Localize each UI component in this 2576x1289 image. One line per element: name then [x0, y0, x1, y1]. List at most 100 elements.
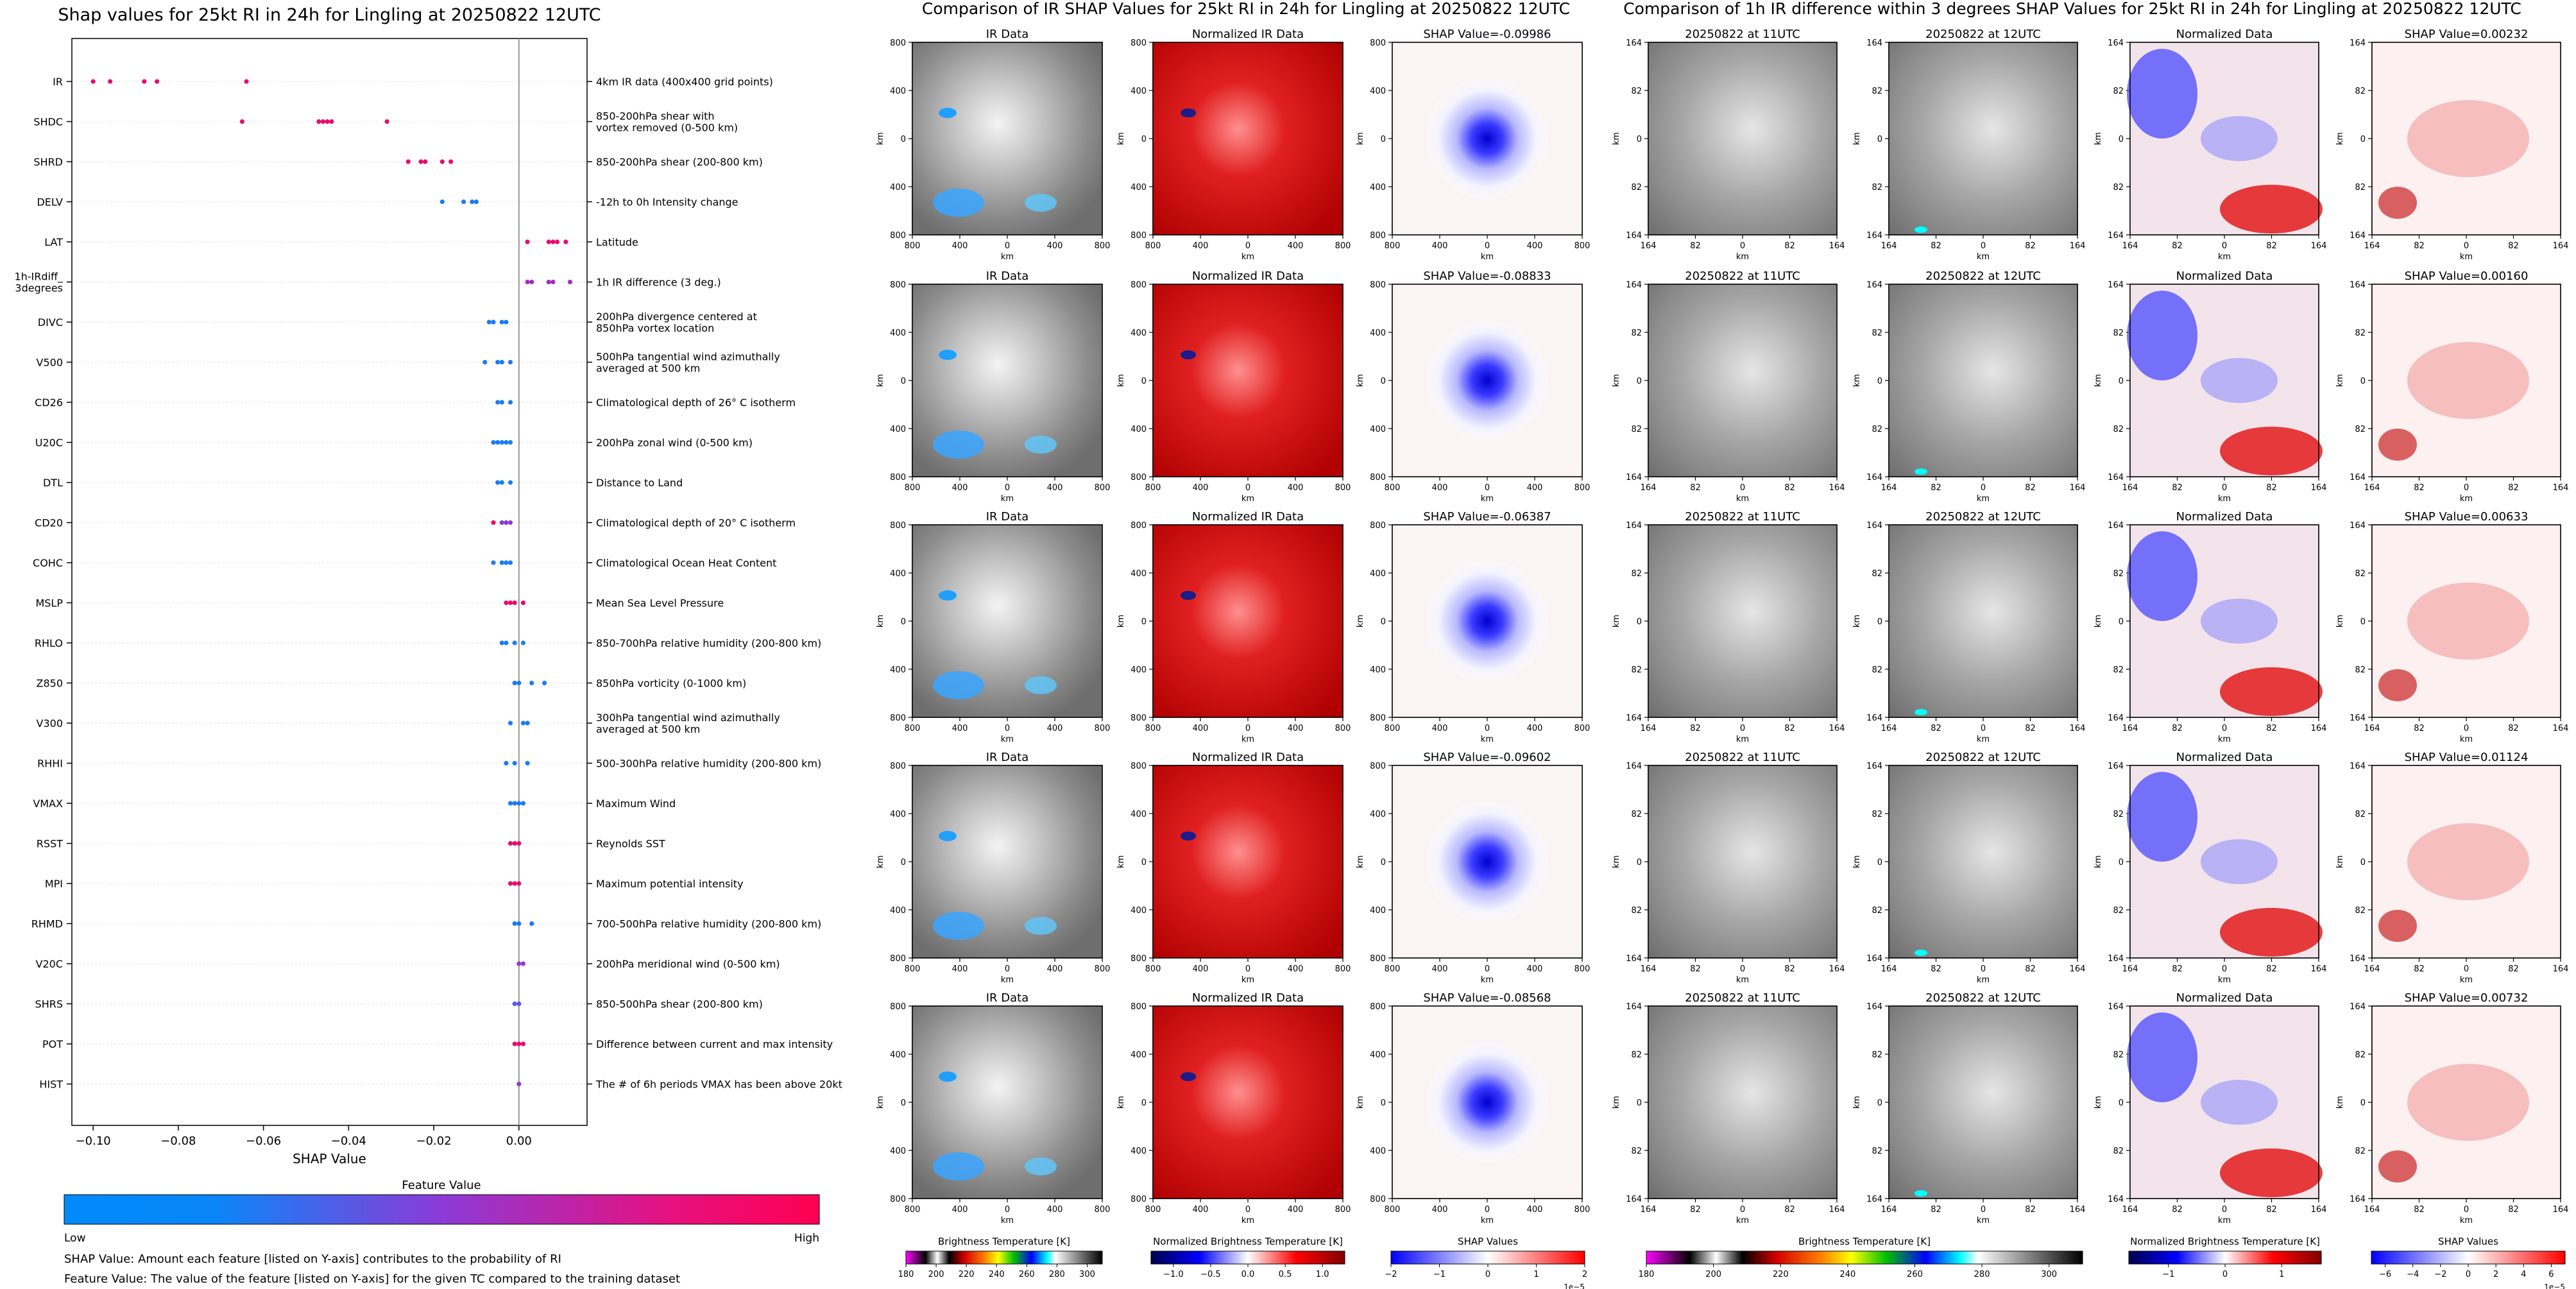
panel-title: 20250822 at 12UTC	[1925, 269, 2041, 283]
normalized-ir-image	[1153, 525, 1343, 717]
x-tick-label: 82	[1784, 724, 1795, 733]
data-point	[508, 600, 513, 606]
y-tick-label: 0	[1381, 135, 1386, 144]
x-tick-label: 0	[2222, 483, 2227, 493]
data-point	[495, 480, 500, 485]
x-tick-label: 0.00	[506, 1134, 532, 1148]
y-tick-label: 400	[890, 425, 906, 434]
normalized-cold-area	[2201, 1080, 2278, 1125]
colorbar-tick-label: 300	[1079, 1270, 1095, 1279]
x-tick-label: 800	[1145, 241, 1161, 251]
note-feature-value: Feature Value: The value of the feature …	[64, 1272, 680, 1286]
y-tick-label: 164	[1866, 38, 1882, 48]
axes-frame	[1392, 42, 1583, 235]
x-tick-label: 82	[1690, 241, 1701, 251]
x-axis-label: km	[2218, 975, 2231, 985]
ir-cold-cloud	[933, 431, 984, 459]
x-tick-label: 400	[1527, 724, 1543, 733]
cold-pixel-spot	[1915, 226, 1927, 233]
x-tick-label: 0	[1245, 964, 1250, 974]
x-tick-label: 400	[1432, 964, 1448, 974]
x-tick-label: 0	[1005, 964, 1010, 974]
data-point	[550, 239, 556, 244]
x-tick-label: −0.04	[331, 1134, 366, 1148]
y-tick-label: 0	[2360, 135, 2366, 144]
x-tick-label: 82	[2025, 964, 2036, 974]
x-tick-label: 82	[2414, 964, 2425, 974]
data-point	[499, 440, 504, 445]
y-tick-label: 400	[1130, 183, 1147, 192]
panel-title: SHAP Value=-0.06387	[1423, 510, 1551, 524]
data-point	[512, 921, 517, 926]
y-tick-label: 800	[1370, 473, 1386, 482]
feature-description: 500hPa tangential wind azimuthally averag…	[596, 350, 780, 374]
x-tick-label: 400	[1527, 483, 1543, 493]
y-tick-label: 82	[2113, 329, 2124, 338]
panel-title: Normalized IR Data	[1192, 751, 1304, 764]
colorbar-tick-label: −1.0	[1163, 1270, 1184, 1279]
x-tick-label: 0	[1485, 483, 1490, 493]
data-point	[384, 119, 389, 124]
axes-frame	[1152, 42, 1343, 235]
axes-frame	[1648, 42, 1838, 235]
y-tick-label: 800	[1130, 1002, 1147, 1012]
data-point	[499, 560, 504, 565]
x-tick-label: 400	[1047, 724, 1063, 733]
y-axis-label: km	[1612, 615, 1621, 627]
x-tick-label: 0	[2222, 1205, 2227, 1215]
y-tick-label: 800	[1130, 521, 1147, 531]
y-tick-label: 82	[2355, 183, 2366, 192]
data-point	[546, 279, 551, 285]
x-tick-label: 82	[1690, 964, 1701, 974]
ir-cold-cloud	[939, 1071, 957, 1082]
x-tick-label: −0.08	[160, 1134, 196, 1148]
x-axis-label: km	[2460, 252, 2473, 262]
panel-title: Normalized IR Data	[1192, 510, 1304, 524]
y-tick-label: 400	[890, 569, 906, 579]
x-tick-label: 164	[1881, 483, 1897, 493]
y-tick-label: 164	[1866, 1002, 1882, 1012]
normalized-warm-area	[2220, 908, 2323, 957]
x-axis-label: km	[2460, 975, 2473, 985]
data-point	[491, 520, 496, 525]
x-axis-label: km	[1241, 1216, 1254, 1225]
data-point	[542, 680, 547, 686]
data-point	[504, 760, 509, 766]
panel-title: Normalized IR Data	[1192, 991, 1304, 1005]
feature-description: Reynolds SST	[596, 838, 665, 850]
y-tick-label: 800	[890, 713, 906, 723]
x-tick-label: 82	[2266, 964, 2277, 974]
normalized-ir-axes: 80080040040000400400800800kmkmNormalized…	[1116, 28, 1351, 262]
axes-frame	[2129, 765, 2319, 959]
x-tick-label: 82	[2172, 241, 2183, 251]
x-tick-label: 82	[2266, 724, 2277, 733]
x-tick-label: 82	[2025, 483, 2036, 493]
feature-description: Climatological depth of 20° C isotherm	[596, 517, 796, 529]
feature-description: Maximum Wind	[596, 798, 676, 810]
data-point	[508, 440, 513, 445]
x-axis-label: km	[1736, 1216, 1749, 1225]
data-point	[504, 640, 509, 645]
y-tick-label: 82	[1631, 569, 1642, 579]
y-tick-label: 0	[901, 858, 906, 867]
data-point	[448, 159, 454, 164]
ir-cold-cloud	[933, 912, 984, 940]
y-axis-label: km	[1116, 1096, 1126, 1109]
y-tick-label: 0	[1637, 858, 1642, 867]
x-tick-label: 800	[1574, 483, 1591, 493]
normalized-cold-area	[2127, 1012, 2197, 1102]
y-tick-label: 164	[2350, 954, 2366, 964]
y-tick-label: 0	[2119, 617, 2124, 627]
data-point	[508, 801, 513, 806]
x-tick-label: 164	[2122, 483, 2138, 493]
y-tick-label-u20c: U20C	[35, 437, 63, 449]
y-tick-label: 0	[1877, 1098, 1882, 1108]
data-point	[473, 199, 479, 205]
y-tick-label: 800	[1370, 521, 1386, 531]
data-point	[563, 239, 568, 244]
x-tick-label: 0	[1981, 964, 1986, 974]
y-tick-label: 164	[1626, 954, 1642, 964]
